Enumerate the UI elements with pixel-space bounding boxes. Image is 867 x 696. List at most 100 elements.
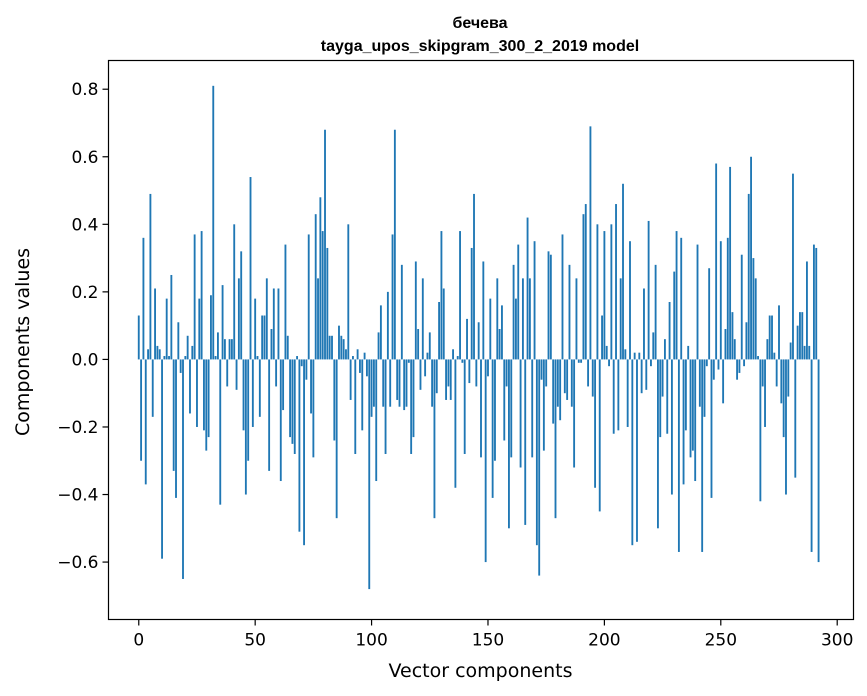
bar-99 xyxy=(368,359,371,590)
bar-282 xyxy=(794,359,797,478)
bar-244 xyxy=(705,359,708,367)
bar-257 xyxy=(736,359,739,380)
bar-289 xyxy=(810,359,813,552)
bar-280 xyxy=(789,342,792,360)
bar-87 xyxy=(340,335,343,360)
bar-66 xyxy=(291,359,294,444)
bar-118 xyxy=(412,359,415,438)
bar-30 xyxy=(207,359,210,438)
bar-250 xyxy=(719,241,722,360)
bar-49 xyxy=(251,359,254,427)
bar-89 xyxy=(345,349,347,360)
bar-8 xyxy=(156,345,159,360)
bar-59 xyxy=(275,359,278,387)
bar-86 xyxy=(338,325,340,360)
bar-126 xyxy=(431,359,434,407)
bar-206 xyxy=(617,359,620,431)
bar-184 xyxy=(566,359,569,400)
bar-286 xyxy=(803,345,806,360)
bar-243 xyxy=(703,359,706,417)
bar-76 xyxy=(314,214,317,360)
bar-113 xyxy=(400,264,403,360)
bar-83 xyxy=(331,335,333,360)
bar-101 xyxy=(372,359,375,407)
bar-28 xyxy=(203,359,205,431)
bar-193 xyxy=(587,359,590,387)
bar-172 xyxy=(538,359,541,576)
bar-110 xyxy=(393,129,396,360)
bar-19 xyxy=(182,359,184,579)
bar-116 xyxy=(407,359,410,363)
bar-226 xyxy=(663,339,666,360)
bar-224 xyxy=(659,359,662,438)
bar-161 xyxy=(512,264,515,360)
bar-272 xyxy=(771,315,773,360)
bar-154 xyxy=(496,278,499,360)
bar-200 xyxy=(603,231,606,360)
bar-95 xyxy=(359,359,361,373)
bar-271 xyxy=(768,315,771,360)
bar-62 xyxy=(282,359,285,411)
bar-31 xyxy=(210,295,212,360)
bar-215 xyxy=(638,352,641,360)
bar-198 xyxy=(598,359,601,512)
bar-14 xyxy=(170,274,173,360)
chart-title: бечева xyxy=(452,15,507,32)
bar-267 xyxy=(759,359,762,502)
bar-264 xyxy=(752,258,755,360)
bar-137 xyxy=(456,356,459,360)
bar-241 xyxy=(698,359,701,407)
bar-188 xyxy=(575,278,578,360)
bar-191 xyxy=(582,214,585,360)
bar-134 xyxy=(449,359,452,400)
bar-96 xyxy=(361,359,364,431)
x-tick-label: 100 xyxy=(355,631,387,651)
bar-159 xyxy=(508,359,510,529)
bar-120 xyxy=(417,329,420,360)
bar-203 xyxy=(610,224,613,360)
bar-221 xyxy=(652,332,655,360)
bar-147 xyxy=(480,359,482,458)
bar-64 xyxy=(286,335,289,360)
bar-114 xyxy=(403,359,406,411)
bar-163 xyxy=(517,244,520,360)
bars-group xyxy=(137,85,820,590)
bar-1 xyxy=(140,359,143,461)
bar-238 xyxy=(691,359,694,451)
bar-44 xyxy=(240,251,243,360)
x-tick-label: 200 xyxy=(588,631,620,651)
bar-22 xyxy=(189,359,191,414)
x-axis-ticks: 0 50 100 150 200 250 300 xyxy=(133,619,853,651)
bar-10 xyxy=(161,359,163,559)
bar-63 xyxy=(284,244,287,360)
bar-127 xyxy=(433,359,436,519)
bar-71 xyxy=(303,359,305,546)
bar-25 xyxy=(196,359,198,427)
bar-281 xyxy=(792,173,794,360)
bar-208 xyxy=(622,183,624,360)
bar-140 xyxy=(463,359,466,454)
bar-242 xyxy=(701,359,704,552)
bar-175 xyxy=(545,359,548,387)
bar-36 xyxy=(221,285,224,360)
bar-253 xyxy=(726,237,729,360)
bar-176 xyxy=(547,251,550,360)
bar-256 xyxy=(733,339,736,360)
bar-269 xyxy=(764,359,766,427)
bar-234 xyxy=(682,359,685,485)
bar-133 xyxy=(447,359,450,387)
bar-197 xyxy=(596,224,599,360)
bar-219 xyxy=(647,220,650,360)
bar-70 xyxy=(300,359,303,367)
bar-125 xyxy=(428,332,431,360)
bar-69 xyxy=(298,359,301,532)
bar-143 xyxy=(470,247,473,360)
bar-60 xyxy=(277,288,280,360)
bar-56 xyxy=(268,359,271,471)
bar-42 xyxy=(235,359,238,390)
bar-275 xyxy=(778,305,780,360)
bar-222 xyxy=(654,264,657,360)
bar-247 xyxy=(712,359,715,380)
bar-210 xyxy=(626,359,629,427)
bar-111 xyxy=(396,359,399,400)
